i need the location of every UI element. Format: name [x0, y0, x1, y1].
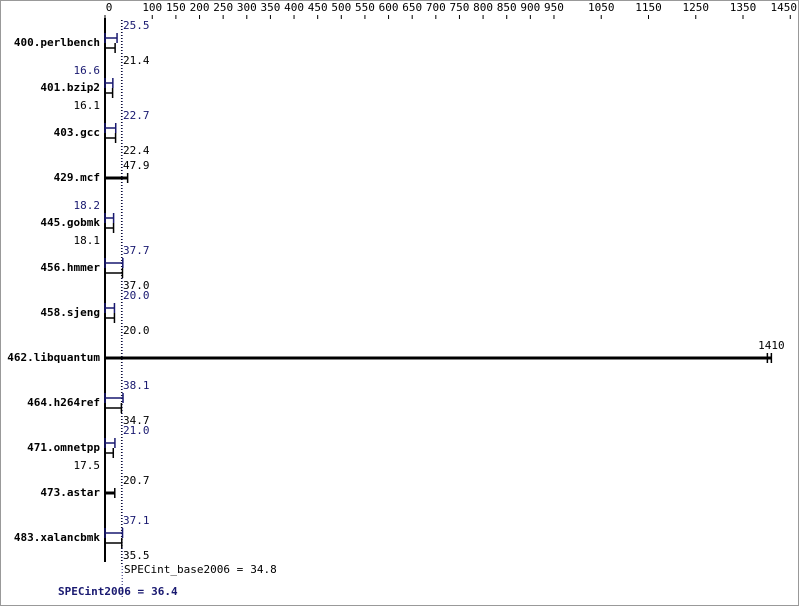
- value-label: 22.4: [123, 144, 150, 157]
- metric-name: SPECint_base2006 =: [124, 563, 244, 576]
- y-tick-label: 400.perlbench: [14, 36, 100, 49]
- value-label: 21.4: [123, 54, 150, 67]
- metric-value: 34.8: [250, 563, 277, 576]
- value-label: 25.5: [123, 19, 150, 32]
- y-tick-label: 458.sjeng: [40, 306, 100, 319]
- value-label: 16.6: [74, 64, 101, 77]
- x-tick-label: 850: [497, 1, 517, 14]
- value-label: 21.0: [123, 424, 150, 437]
- value-label: 38.1: [123, 379, 150, 392]
- value-label: 20.0: [123, 289, 150, 302]
- x-tick-label: 0: [106, 1, 113, 14]
- value-label: 37.7: [123, 244, 150, 257]
- value-label: 20.0: [123, 324, 150, 337]
- y-tick-label: 471.omnetpp: [27, 441, 100, 454]
- x-tick-label: 500: [331, 1, 351, 14]
- x-tick-label: 1050: [588, 1, 615, 14]
- x-tick-label: 150: [166, 1, 186, 14]
- x-tick-label: 400: [284, 1, 304, 14]
- metric-value: 36.4: [151, 585, 178, 598]
- value-label: 16.1: [74, 99, 101, 112]
- x-tick-label: 950: [544, 1, 564, 14]
- y-tick-label: 403.gcc: [54, 126, 100, 139]
- x-tick-label: 250: [213, 1, 233, 14]
- x-tick-label: 350: [260, 1, 280, 14]
- y-tick-label: 445.gobmk: [40, 216, 100, 229]
- value-label: 17.5: [74, 459, 101, 472]
- x-tick-label: 650: [402, 1, 422, 14]
- x-tick-label: 200: [190, 1, 210, 14]
- x-tick-label: 700: [426, 1, 446, 14]
- y-tick-label: 483.xalancbmk: [14, 531, 100, 544]
- metric-label: SPECint2006 = 36.4: [58, 585, 178, 598]
- x-tick-label: 750: [450, 1, 470, 14]
- x-tick-label: 300: [237, 1, 257, 14]
- x-tick-label: 550: [355, 1, 375, 14]
- x-tick-label: 1450: [771, 1, 798, 14]
- y-tick-label: 429.mcf: [54, 171, 100, 184]
- value-label: 35.5: [123, 549, 150, 562]
- x-tick-label: 1350: [730, 1, 757, 14]
- value-label: 1410: [758, 339, 785, 352]
- y-tick-label: 456.hmmer: [40, 261, 100, 274]
- x-tick-label: 450: [308, 1, 328, 14]
- value-label: 20.7: [123, 474, 150, 487]
- x-tick-label: 1250: [683, 1, 710, 14]
- x-tick-label: 100: [142, 1, 162, 14]
- x-tick-label: 1150: [635, 1, 662, 14]
- value-label: 47.9: [123, 159, 150, 172]
- value-label: 37.0: [123, 279, 150, 292]
- y-tick-label: 464.h264ref: [27, 396, 100, 409]
- value-label: 34.7: [123, 414, 150, 427]
- y-tick-label: 473.astar: [40, 486, 100, 499]
- value-label: 22.7: [123, 109, 150, 122]
- value-label: 18.2: [74, 199, 101, 212]
- y-tick-label: 462.libquantum: [7, 351, 100, 364]
- x-tick-label: 800: [473, 1, 493, 14]
- metric-label: SPECint_base2006 = 34.8: [124, 563, 277, 576]
- x-tick-label: 600: [379, 1, 399, 14]
- value-label: 18.1: [74, 234, 101, 247]
- x-tick-label: 900: [520, 1, 540, 14]
- value-label: 37.1: [123, 514, 150, 527]
- metric-name: SPECint2006 =: [58, 585, 144, 598]
- y-tick-label: 401.bzip2: [40, 81, 100, 94]
